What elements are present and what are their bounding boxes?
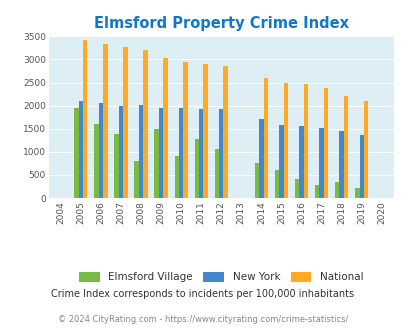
Bar <box>358 135 363 198</box>
Bar <box>198 109 203 198</box>
Bar <box>343 96 347 198</box>
Bar <box>274 170 279 198</box>
Bar <box>103 44 107 198</box>
Bar <box>363 101 367 198</box>
Bar <box>303 84 307 198</box>
Bar <box>283 82 288 198</box>
Bar <box>154 129 158 198</box>
Bar <box>334 182 339 198</box>
Bar <box>123 48 127 198</box>
Bar <box>203 64 207 198</box>
Bar <box>214 149 219 198</box>
Bar <box>174 156 179 198</box>
Bar <box>158 108 163 198</box>
Bar <box>258 119 263 198</box>
Bar <box>83 40 87 198</box>
Bar <box>319 128 323 198</box>
Bar <box>294 179 298 198</box>
Bar <box>194 139 198 198</box>
Bar <box>74 108 79 198</box>
Bar <box>314 184 319 198</box>
Bar <box>118 106 123 198</box>
Bar <box>323 88 327 198</box>
Bar <box>98 103 103 198</box>
Bar <box>254 163 258 198</box>
Bar <box>219 109 223 198</box>
Bar <box>94 124 98 198</box>
Bar <box>143 50 147 198</box>
Bar <box>279 124 283 198</box>
Bar <box>114 134 118 198</box>
Title: Elmsford Property Crime Index: Elmsford Property Crime Index <box>94 16 348 31</box>
Bar <box>223 66 227 198</box>
Bar <box>339 131 343 198</box>
Bar <box>298 126 303 198</box>
Text: Crime Index corresponds to incidents per 100,000 inhabitants: Crime Index corresponds to incidents per… <box>51 289 354 299</box>
Bar <box>134 161 139 198</box>
Bar <box>263 78 267 198</box>
Bar <box>183 62 187 198</box>
Text: © 2024 CityRating.com - https://www.cityrating.com/crime-statistics/: © 2024 CityRating.com - https://www.city… <box>58 315 347 324</box>
Bar <box>354 188 358 198</box>
Bar <box>179 108 183 198</box>
Bar <box>79 101 83 198</box>
Bar <box>139 105 143 198</box>
Bar <box>163 57 167 198</box>
Legend: Elmsford Village, New York, National: Elmsford Village, New York, National <box>75 268 367 286</box>
